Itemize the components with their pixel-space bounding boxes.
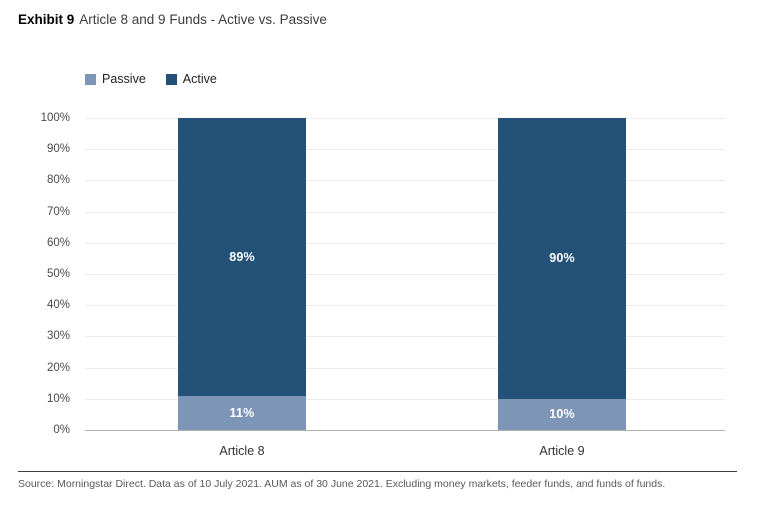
- gridline-20: [85, 367, 725, 369]
- value-label-passive-2: 10%: [549, 407, 575, 422]
- y-tick-60: 60%: [46, 236, 70, 249]
- gridline-90: [85, 149, 725, 151]
- legend-swatch-active: [165, 73, 177, 85]
- source-text: Source: Morningstar Direct. Data as of 1…: [18, 478, 666, 490]
- category-label-1: Article 8: [219, 444, 265, 458]
- legend-label-active: Active: [182, 72, 217, 86]
- legend-swatch-passive: [85, 73, 96, 85]
- value-label-active-1: 89%: [229, 249, 255, 264]
- y-tick-10: 10%: [46, 392, 70, 405]
- gridline-70: [85, 211, 725, 213]
- y-tick-0: 0%: [53, 424, 70, 436]
- segment-active-1: 89%: [178, 118, 306, 396]
- gridline-50: [85, 274, 725, 275]
- gridline-40: [85, 305, 725, 307]
- y-tick-20: 20%: [46, 361, 70, 374]
- plot-area: 0% 10% 20% 30% 40% 50% 60% 70% 80% 90% 100% 11% 89% A…: [0, 112, 770, 458]
- gridline-60: [85, 242, 725, 244]
- value-label-active-2: 90%: [549, 251, 575, 266]
- chart-subtitle: Article 8 and 9 Funds - Active vs. Passi…: [79, 12, 327, 27]
- legend-item-active: Active: [165, 72, 217, 86]
- legend-item-passive: Passive: [85, 72, 146, 86]
- y-tick-100: 100%: [40, 112, 70, 124]
- segment-passive-1: 11%: [178, 395, 306, 430]
- exhibit-label: Exhibit 9: [18, 12, 75, 27]
- category-label-2: Article 9: [539, 444, 585, 458]
- gridline-100: [85, 118, 725, 119]
- segment-passive-2: 10%: [498, 398, 626, 430]
- y-tick-40: 40%: [46, 299, 70, 312]
- bar-article-9: 10% 90%: [498, 118, 626, 430]
- gridline-30: [85, 336, 725, 338]
- y-tick-30: 30%: [46, 330, 70, 343]
- y-tick-70: 70%: [46, 205, 70, 218]
- bar-article-8: 11% 89%: [178, 118, 306, 430]
- gridline-10: [85, 398, 725, 400]
- chart-title: Exhibit 9 Article 8 and 9 Funds - Active …: [18, 12, 327, 27]
- footer-divider: [18, 471, 737, 472]
- legend-label-passive: Passive: [102, 72, 146, 86]
- legend: Passive Active: [85, 72, 217, 86]
- gridline-0: [85, 430, 725, 431]
- y-tick-80: 80%: [46, 174, 70, 187]
- gridline-80: [85, 180, 725, 182]
- value-label-passive-1: 11%: [229, 405, 255, 420]
- y-tick-50: 50%: [46, 268, 70, 280]
- y-tick-90: 90%: [46, 143, 70, 156]
- segment-active-2: 90%: [498, 118, 626, 399]
